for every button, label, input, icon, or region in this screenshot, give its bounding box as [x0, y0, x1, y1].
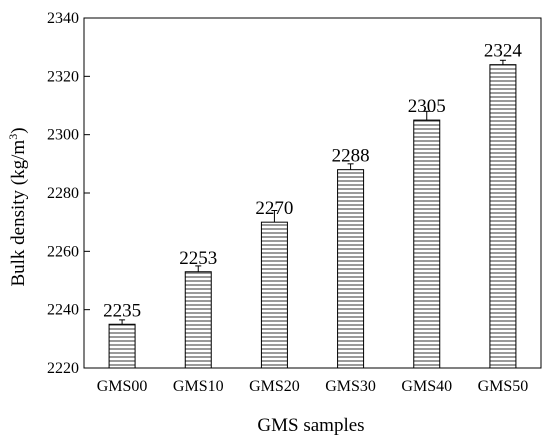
- x-tick-label: GMS10: [173, 378, 224, 395]
- x-tick-label: GMS00: [97, 378, 148, 395]
- y-tick-label: 2280: [47, 185, 79, 202]
- y-tick-label: 2220: [47, 360, 79, 377]
- data-label: 2324: [484, 41, 523, 62]
- data-label: 2305: [408, 96, 446, 117]
- y-tick-label: 2300: [47, 127, 79, 144]
- y-axis-title: Bulk density (kg/m3): [6, 127, 29, 286]
- y-tick-label: 2240: [47, 302, 79, 319]
- y-axis-title-close: ): [8, 127, 29, 133]
- y-tick-label: 2320: [47, 68, 79, 85]
- bar-gms40: [413, 119, 441, 369]
- y-axis-title-main: Bulk density (kg/m: [8, 140, 29, 287]
- bar-gms30: [337, 169, 365, 369]
- data-label: 2253: [179, 248, 217, 269]
- y-tick-label: 2340: [47, 10, 79, 27]
- x-tick-label: GMS20: [249, 378, 300, 395]
- data-label: 2288: [332, 146, 370, 167]
- bar-gms50: [489, 64, 517, 369]
- bar-gms00: [108, 323, 136, 369]
- data-label: 2270: [255, 198, 293, 219]
- bar-gms10: [184, 271, 212, 369]
- x-tick-label: GMS50: [478, 378, 529, 395]
- x-tick-label: GMS30: [325, 378, 376, 395]
- bar-gms20: [260, 221, 288, 369]
- data-label: 2235: [103, 300, 141, 321]
- plot-frame: [83, 17, 542, 369]
- x-tick-label: GMS40: [401, 378, 452, 395]
- y-tick-label: 2260: [47, 243, 79, 260]
- y-axis-title-sup: 3: [6, 134, 20, 140]
- x-axis-title: GMS samples: [257, 415, 364, 436]
